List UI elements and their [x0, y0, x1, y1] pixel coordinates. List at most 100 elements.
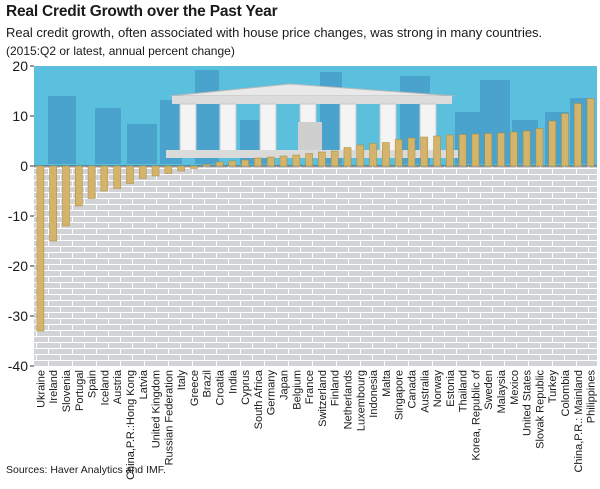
y-tick-label: 20 — [12, 58, 28, 74]
bar-42 — [574, 103, 582, 167]
bar-27 — [382, 142, 390, 167]
x-tick-label: Mexico — [509, 370, 521, 405]
x-tick-label: India — [227, 369, 239, 394]
building-shape — [127, 124, 157, 164]
y-tick-label: 0 — [20, 158, 28, 174]
x-tick-label: Belgium — [291, 370, 303, 410]
bar-11 — [177, 165, 185, 172]
bar-24 — [343, 147, 352, 167]
bar-6 — [113, 165, 121, 189]
x-tick-label: Korea, Republic of — [470, 369, 482, 460]
bar-10 — [164, 165, 173, 174]
x-tick-label: Netherlands — [342, 370, 354, 430]
source-note: Sources: Haver Analytics and IMF. — [6, 464, 166, 476]
x-tick-label: Iceland — [99, 370, 111, 405]
temple-column — [259, 103, 277, 153]
bar-28 — [394, 139, 403, 167]
x-tick-label: Greece — [189, 370, 201, 406]
x-tick-label: Sweden — [483, 370, 495, 410]
x-tick-label: Spain — [87, 370, 99, 398]
x-tick-label: Philippines — [586, 370, 598, 424]
bar-13 — [202, 164, 211, 167]
bars-group — [36, 98, 595, 332]
bar-22 — [318, 151, 326, 167]
bar-30 — [420, 136, 429, 167]
building-shape — [195, 70, 219, 164]
x-tick-label: Cyprus — [240, 370, 252, 405]
y-tick-label: -10 — [8, 208, 28, 224]
bar-0 — [36, 165, 45, 332]
x-tick-label: Indonesia — [368, 369, 380, 418]
temple-column — [219, 103, 237, 153]
x-tick-label: Brazil — [202, 370, 214, 398]
y-tick-label: -40 — [8, 358, 28, 374]
building-shape — [160, 100, 182, 164]
building-shape — [95, 108, 121, 164]
x-tick-label: Germany — [266, 370, 278, 416]
x-tick-label: Finland — [330, 370, 342, 406]
y-tick-label: -30 — [8, 308, 28, 324]
bar-20 — [292, 154, 301, 167]
bar-19 — [279, 155, 288, 167]
bar-12 — [190, 165, 198, 169]
bar-18 — [266, 156, 275, 167]
temple-column — [179, 103, 197, 153]
illustration-background — [34, 66, 597, 366]
building-shape — [48, 96, 76, 164]
chart-units-note: (2015:Q2 or latest, annual percent chang… — [6, 44, 235, 58]
bar-21 — [305, 153, 313, 167]
pavement-panel — [34, 166, 597, 366]
bar-32 — [446, 134, 454, 167]
bar-40 — [548, 120, 556, 167]
x-tick-label: Portugal — [74, 370, 86, 411]
x-tick-label: Slovenia — [61, 369, 73, 412]
chart-subtitle: Real credit growth, often associated wit… — [6, 25, 543, 40]
bar-26 — [369, 143, 377, 167]
x-tick-label: Latvia — [138, 369, 150, 399]
x-tick-label: China,P.R.: Mainland — [573, 370, 585, 473]
bar-4 — [87, 165, 96, 199]
bar-2 — [62, 165, 70, 227]
x-tick-label: Slovak Republic — [534, 370, 546, 449]
x-axis-labels: Ukraine Ireland Slovenia Portugal Spain Icela… — [35, 369, 597, 480]
x-tick-label: Ireland — [48, 370, 60, 404]
bar-3 — [75, 165, 83, 207]
y-tick-label: 10 — [12, 108, 28, 124]
bar-7 — [126, 165, 134, 184]
temple-door — [298, 122, 322, 150]
bar-8 — [138, 165, 147, 179]
bar-37 — [510, 131, 518, 167]
x-tick-label: France — [304, 370, 316, 404]
bar-36 — [497, 132, 505, 167]
bar-29 — [407, 137, 416, 167]
x-tick-label: South Africa — [253, 369, 265, 429]
bar-41 — [561, 113, 569, 167]
x-tick-label: Colombia — [560, 369, 572, 416]
y-tick-label: -20 — [8, 258, 28, 274]
x-tick-label: United States — [522, 370, 534, 437]
x-tick-label: Canada — [406, 369, 418, 408]
chart-title: Real Credit Growth over the Past Year — [6, 3, 278, 20]
bar-16 — [241, 159, 249, 167]
x-tick-label: Austria — [112, 369, 124, 404]
x-tick-label: Switzerland — [317, 370, 329, 427]
bar-34 — [471, 133, 480, 167]
bar-5 — [100, 165, 109, 192]
x-tick-label: Malaysia — [496, 369, 508, 413]
bar-35 — [484, 133, 493, 167]
x-tick-label: United Kingdom — [151, 370, 163, 448]
x-tick-label: Singapore — [394, 370, 406, 420]
x-tick-label: Croatia — [215, 369, 227, 405]
x-tick-label: Thailand — [458, 370, 470, 412]
bar-43 — [586, 98, 595, 167]
x-tick-label: Luxembourg — [355, 370, 367, 431]
x-tick-label: Italy — [176, 370, 188, 391]
x-tick-label: Japan — [279, 370, 291, 400]
x-tick-label: Ukraine — [35, 370, 47, 408]
x-tick-label: Turkey — [547, 370, 559, 404]
x-tick-label: Estonia — [445, 369, 457, 407]
bar-39 — [535, 128, 544, 167]
x-tick-label: Norway — [432, 370, 444, 408]
bar-25 — [356, 144, 365, 167]
